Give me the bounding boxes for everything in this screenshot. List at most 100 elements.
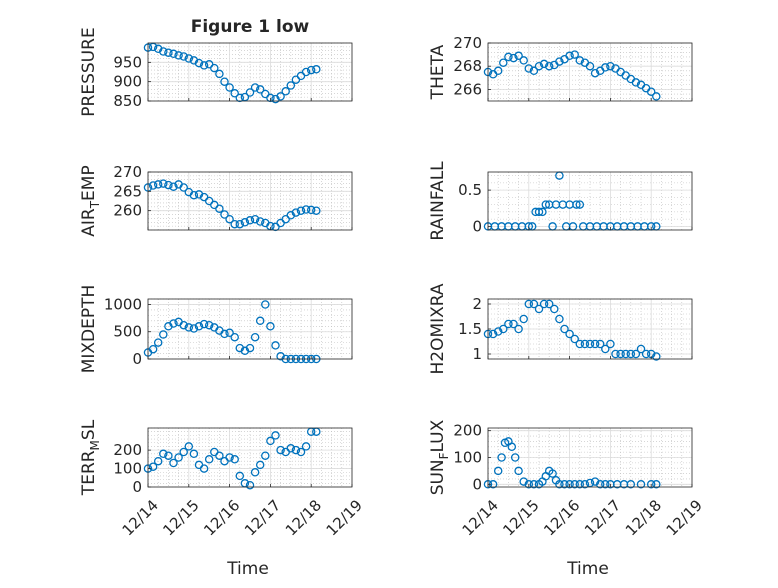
data-point bbox=[169, 182, 178, 191]
data-point bbox=[652, 352, 661, 361]
x-tick-label: 12/17 bbox=[241, 496, 284, 539]
data-point bbox=[148, 344, 158, 354]
y-axis-label-rest: LUX bbox=[428, 419, 448, 452]
y-tick-label: 0 bbox=[132, 350, 142, 368]
data-point bbox=[590, 68, 600, 78]
data-point bbox=[225, 328, 234, 338]
data-point bbox=[580, 480, 590, 489]
data-point bbox=[555, 57, 564, 66]
data-point bbox=[641, 349, 651, 359]
x-tick-label: 12/18 bbox=[282, 496, 325, 539]
data-point bbox=[169, 319, 178, 328]
data-point bbox=[230, 332, 239, 342]
y-axis-label: SUNFLUX bbox=[428, 419, 451, 495]
x-tick-label: 12/16 bbox=[200, 496, 243, 539]
data-point bbox=[301, 442, 311, 451]
data-point bbox=[539, 59, 549, 69]
y-tick-label: 950 bbox=[113, 53, 142, 71]
data-point bbox=[215, 204, 224, 213]
data-point bbox=[179, 52, 188, 61]
y-tick-label: 100 bbox=[453, 449, 482, 467]
data-point bbox=[245, 480, 255, 490]
data-point bbox=[519, 314, 528, 324]
data-point bbox=[555, 480, 564, 489]
data-point bbox=[159, 47, 168, 56]
data-point bbox=[509, 319, 518, 329]
data-point bbox=[575, 480, 585, 489]
data-point bbox=[514, 51, 523, 61]
data-point bbox=[504, 52, 513, 62]
data-point bbox=[595, 480, 605, 489]
y-tick-label: 900 bbox=[113, 73, 142, 91]
data-point bbox=[534, 207, 544, 217]
data-point bbox=[539, 299, 549, 309]
data-point bbox=[199, 319, 209, 329]
chart-title: Figure 1 low bbox=[191, 17, 310, 37]
data-point bbox=[225, 83, 234, 92]
data-point bbox=[215, 69, 224, 79]
data-point bbox=[595, 339, 605, 349]
y-tick-label: 2 bbox=[472, 295, 482, 313]
data-point bbox=[153, 456, 163, 466]
data-point bbox=[194, 58, 204, 68]
data-point bbox=[636, 344, 646, 354]
x-tick-label: 12/16 bbox=[540, 496, 583, 539]
data-point bbox=[261, 300, 270, 309]
data-point bbox=[514, 324, 523, 334]
data-point bbox=[159, 179, 168, 188]
data-point bbox=[585, 61, 595, 71]
y-tick-label: 0.5 bbox=[458, 181, 482, 199]
data-point bbox=[544, 61, 554, 71]
y-tick-label: 500 bbox=[113, 323, 142, 341]
data-point bbox=[179, 447, 188, 457]
axes-box bbox=[147, 298, 353, 360]
data-point bbox=[286, 81, 296, 90]
data-point bbox=[631, 78, 641, 87]
data-point bbox=[493, 66, 503, 76]
data-point bbox=[276, 445, 285, 455]
axes-box bbox=[487, 171, 693, 231]
data-point bbox=[225, 214, 234, 224]
y-tick-label: 0 bbox=[472, 475, 482, 493]
data-point bbox=[220, 329, 229, 339]
data-point bbox=[164, 180, 173, 190]
data-point bbox=[590, 339, 600, 349]
data-point bbox=[169, 49, 178, 59]
data-point bbox=[493, 327, 503, 336]
data-point bbox=[199, 61, 209, 70]
y-axis-label: MIXDEPTH bbox=[79, 285, 99, 374]
data-point bbox=[301, 205, 311, 214]
data-point bbox=[250, 468, 260, 477]
y-axis-label-subscript: M bbox=[88, 440, 102, 450]
data-point bbox=[524, 64, 534, 73]
x-axis-label: Time bbox=[226, 559, 269, 579]
data-point bbox=[626, 480, 636, 489]
y-axis-label-rest: SL bbox=[79, 419, 99, 440]
data-point bbox=[548, 469, 557, 478]
data-point bbox=[550, 304, 559, 314]
data-point bbox=[245, 216, 255, 225]
data-point bbox=[560, 324, 569, 334]
data-point bbox=[184, 442, 194, 451]
data-point bbox=[210, 63, 219, 73]
y-tick-label: 850 bbox=[113, 92, 142, 110]
data-point bbox=[225, 453, 234, 462]
y-axis-label-rest: EMP bbox=[79, 165, 99, 201]
data-point bbox=[230, 219, 239, 229]
data-point bbox=[499, 324, 508, 334]
data-point bbox=[509, 53, 518, 63]
data-point bbox=[148, 462, 158, 471]
x-tick-label: 12/14 bbox=[119, 496, 162, 539]
data-point bbox=[148, 181, 158, 190]
data-point bbox=[255, 217, 265, 226]
data-point bbox=[276, 92, 285, 101]
data-point bbox=[240, 218, 250, 227]
data-point bbox=[580, 339, 590, 349]
data-point bbox=[560, 480, 569, 489]
data-point bbox=[215, 451, 224, 460]
x-tick-label: 12/18 bbox=[622, 496, 665, 539]
data-point bbox=[291, 208, 301, 217]
